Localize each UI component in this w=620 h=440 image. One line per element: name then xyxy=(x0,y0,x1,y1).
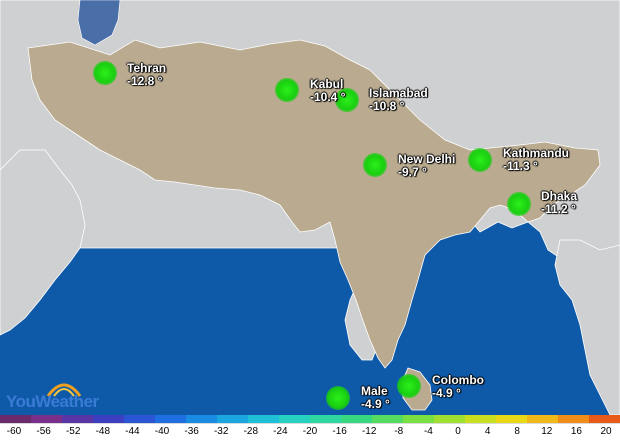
scale-swatch xyxy=(465,415,496,423)
city-name: Islamabad xyxy=(369,86,428,100)
scale-swatch xyxy=(93,415,124,423)
logo-text: YouWeather xyxy=(6,392,99,411)
marker-colombo[interactable] xyxy=(397,374,421,398)
scale-label: -52 xyxy=(65,426,81,437)
logo-umbrella-icon xyxy=(46,383,82,397)
marker-kabul[interactable] xyxy=(275,78,299,102)
city-label-male: Male -4.9 ° xyxy=(361,385,390,411)
city-name: Colombo xyxy=(432,373,484,387)
marker-islamabad[interactable] xyxy=(335,88,359,112)
city-temp: -11.2 ° xyxy=(541,202,576,216)
scale-label: -44 xyxy=(125,426,140,437)
scale-label: 12 xyxy=(541,426,553,437)
scale-swatch xyxy=(31,415,62,423)
city-temp: -12.8 ° xyxy=(127,74,163,88)
scale-swatch xyxy=(217,415,248,423)
city-name: Kathmandu xyxy=(503,146,569,160)
city-name: Tehran xyxy=(127,61,167,75)
scale-label: -28 xyxy=(243,426,259,437)
city-temp: -10.4 ° xyxy=(310,90,346,104)
scale-label: -16 xyxy=(332,426,347,437)
scale-swatch xyxy=(341,415,372,423)
scale-label: -60 xyxy=(6,426,22,437)
scale-swatch xyxy=(248,415,279,423)
scale-swatch xyxy=(155,415,186,423)
scale-swatch xyxy=(496,415,527,423)
city-name: New Delhi xyxy=(398,152,456,166)
scale-label: -8 xyxy=(394,426,404,437)
city-label-dhaka: Dhaka -11.2 ° xyxy=(541,190,577,216)
scale-label: -36 xyxy=(184,426,199,437)
marker-new-delhi[interactable] xyxy=(363,153,387,177)
scale-label: 8 xyxy=(514,426,520,437)
scale-swatch xyxy=(186,415,217,423)
temperature-scale-bar xyxy=(0,415,620,423)
city-name: Dhaka xyxy=(541,189,578,203)
scale-label: -40 xyxy=(154,426,170,437)
scale-label: -48 xyxy=(95,426,111,437)
scale-label: -20 xyxy=(302,426,318,437)
city-name: Kabul xyxy=(310,77,344,91)
scale-swatch xyxy=(527,415,558,423)
scale-label: -12 xyxy=(361,426,377,437)
scale-label: -24 xyxy=(273,426,288,437)
city-label-kathmandu: Kathmandu -11.3 ° xyxy=(503,147,569,173)
scale-label: 0 xyxy=(455,426,461,437)
scale-label: -32 xyxy=(213,426,229,437)
scale-label: 4 xyxy=(484,426,491,437)
scale-swatch xyxy=(589,415,620,423)
scale-swatch xyxy=(403,415,434,423)
marker-tehran[interactable] xyxy=(93,61,117,85)
caspian-sea xyxy=(77,0,121,46)
city-label-colombo: Colombo -4.9 ° xyxy=(432,374,484,400)
marker-male[interactable] xyxy=(326,386,350,410)
scale-swatch xyxy=(310,415,341,423)
city-temp: -9.7 ° xyxy=(398,165,427,179)
scale-label: -4 xyxy=(423,426,433,437)
scale-swatch xyxy=(62,415,93,423)
scale-swatch xyxy=(558,415,589,423)
city-label-new-delhi: New Delhi -9.7 ° xyxy=(398,153,455,179)
se-asia xyxy=(554,239,620,415)
youweather-logo[interactable]: YouWeather xyxy=(6,378,102,414)
city-label-tehran: Tehran -12.8 ° xyxy=(127,62,166,88)
city-temp: -4.9 ° xyxy=(432,386,461,400)
city-name: Male xyxy=(361,384,388,398)
city-label-islamabad: Islamabad -10.8 ° xyxy=(369,87,428,113)
city-temp: -4.9 ° xyxy=(361,397,390,411)
scale-label: 16 xyxy=(570,426,582,437)
marker-dhaka[interactable] xyxy=(507,192,531,216)
city-temp: -11.3 ° xyxy=(503,159,538,173)
city-temp: -10.8 ° xyxy=(369,99,405,113)
city-label-kabul: Kabul -10.4 ° xyxy=(310,78,345,104)
scale-label: -56 xyxy=(36,426,51,437)
scale-swatch xyxy=(434,415,465,423)
arabia xyxy=(0,149,86,336)
scale-swatch xyxy=(0,415,31,423)
scale-swatch xyxy=(279,415,310,423)
region-land xyxy=(27,39,601,369)
scale-swatch xyxy=(124,415,155,423)
temperature-scale-labels: -60 -56 -52 -48 -44 -40 -36 -32 -28 -24 -20 -16 -12-… xyxy=(0,424,620,440)
scale-label: 20 xyxy=(600,426,612,437)
marker-kathmandu[interactable] xyxy=(468,148,492,172)
scale-swatch xyxy=(372,415,403,423)
